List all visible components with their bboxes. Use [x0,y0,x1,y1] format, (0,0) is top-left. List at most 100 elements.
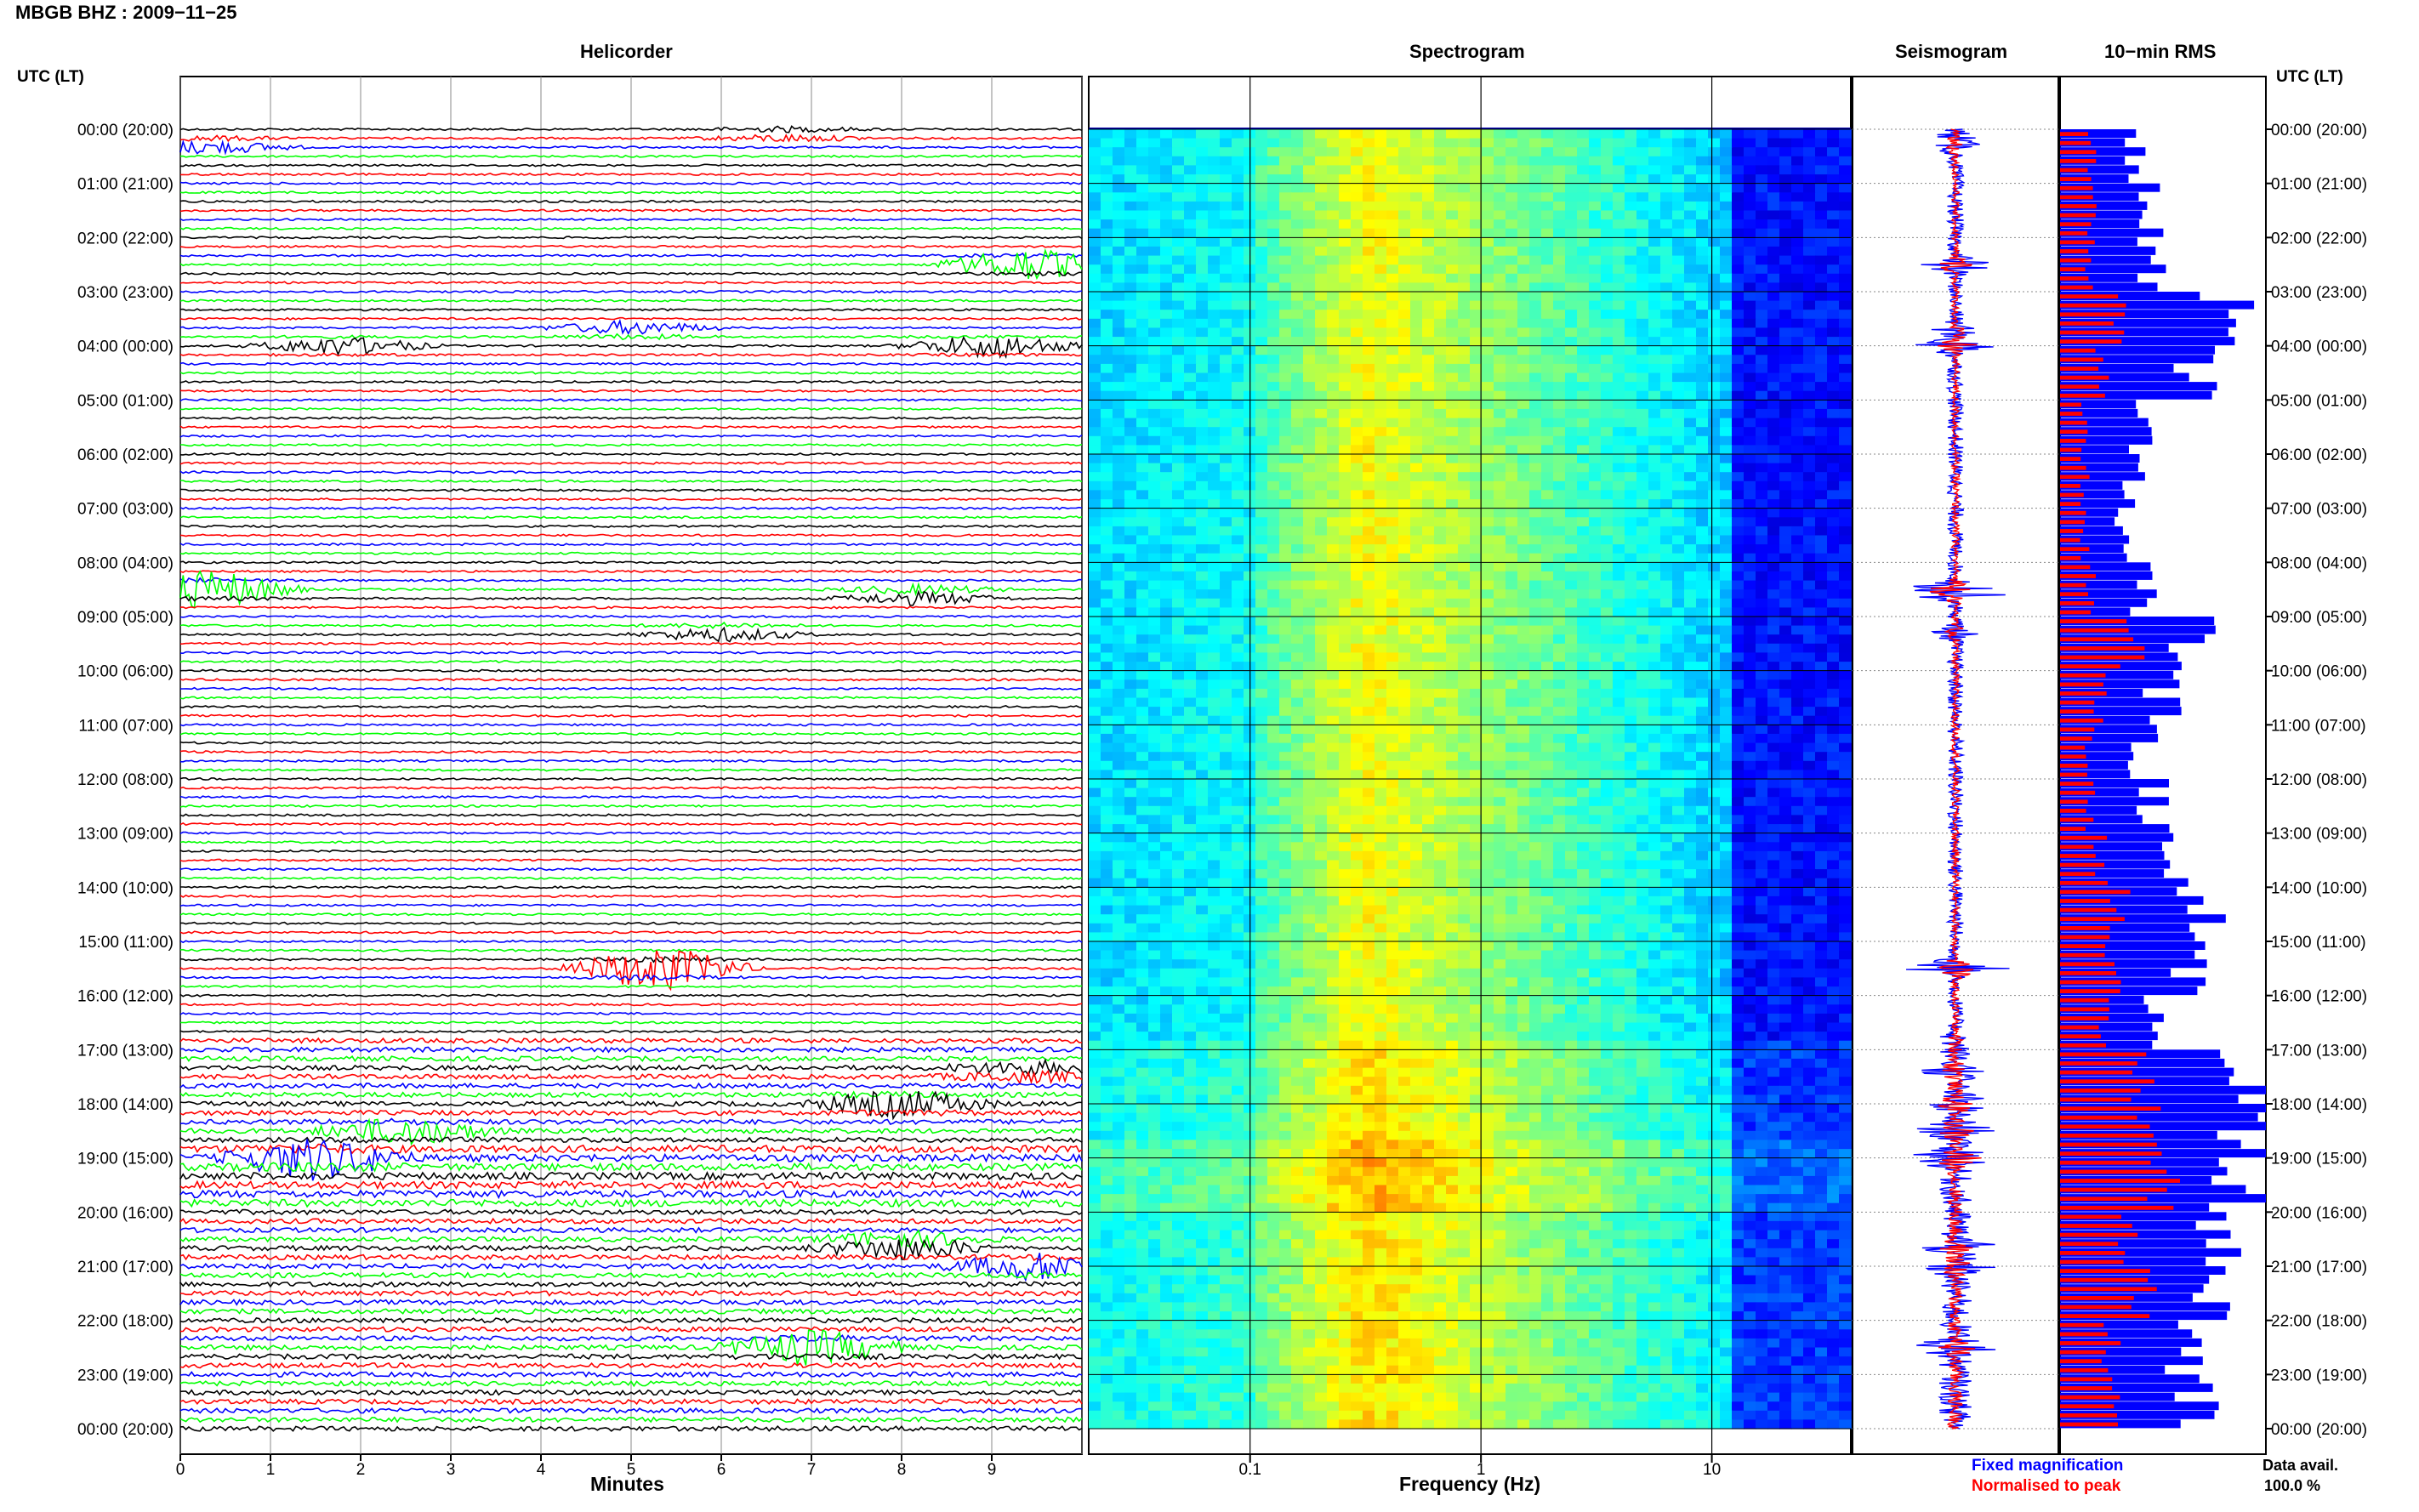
spectrogram-cell [1529,517,1542,527]
spectrogram-cell [1113,535,1125,545]
spectrogram-cell [1565,219,1578,230]
spectrogram-cell [1839,310,1852,320]
spectrogram-cell [1756,752,1768,762]
spectrogram-cell [1779,327,1792,338]
spectrogram-cell [1482,662,1494,672]
spectrogram-cell [1767,499,1780,509]
spectrogram-cell [1660,598,1673,608]
spectrogram-cell [1089,228,1101,238]
spectrogram-cell [1291,427,1304,437]
spectrogram-cell [1327,472,1340,482]
spectrogram-cell [1136,517,1149,527]
spectrogram-cell [1517,418,1530,428]
spectrogram-cell [1351,435,1363,446]
spectrogram-cell [1720,589,1733,600]
spectrogram-cell [1446,255,1459,265]
spectrogram-cell [1660,292,1673,302]
spectrogram-cell [1684,526,1697,537]
spectrogram-cell [1232,652,1244,662]
spectrogram-cell [1779,129,1792,139]
spectrogram-cell [1124,598,1137,608]
spectrogram-cell [1232,499,1244,509]
spectrogram-cell [1636,625,1649,635]
spectrogram-cell [1232,372,1244,383]
spectrogram-cell [1565,598,1578,608]
spectrogram-cell [1232,363,1244,374]
spectrogram-cell [1267,292,1280,302]
spectrogram-cell [1553,526,1566,537]
spectrogram-cell [1553,562,1566,572]
spectrogram-cell [1803,490,1816,500]
spectrogram-cell [1172,472,1185,482]
spectrogram-cell [1375,508,1387,518]
spectrogram-cell [1315,662,1328,672]
spectrogram-cell [1172,282,1185,293]
spectrogram-cell [1553,733,1566,744]
spectrogram-cell [1803,292,1816,302]
spectrogram-cell [1267,562,1280,572]
spectrogram-cell [1720,526,1733,537]
spectrogram-cell [1708,617,1721,627]
spectrogram-cell [1767,192,1780,202]
spectrogram-cell [1136,174,1149,185]
spectrogram-cell [1577,183,1590,193]
spectrogram-cell [1517,219,1530,230]
spectrogram-cell [1291,174,1304,185]
spectrogram-cell [1375,589,1387,600]
spectrogram-cell [1339,760,1352,770]
hour-tick-label-left: 01:00 (21:00) [77,176,174,194]
spectrogram-cell [1660,752,1673,762]
spectrogram-cell [1672,480,1685,491]
spectrogram-cell [1363,697,1375,708]
spectrogram-cell [1660,580,1673,590]
spectrogram-cell [1351,156,1363,166]
spectrogram-cell [1208,427,1221,437]
spectrogram-cell [1827,589,1840,600]
spectrogram-cell [1458,318,1471,328]
spectrogram-cell [1113,192,1125,202]
spectrogram-cell [1625,292,1637,302]
spectrogram-cell [1446,643,1459,653]
spectrogram-cell [1684,210,1697,220]
spectrogram-cell [1267,688,1280,699]
spectrogram-cell [1625,607,1637,617]
spectrogram-cell [1339,147,1352,157]
spectrogram-cell [1148,327,1161,338]
spectrogram-cell [1255,797,1268,807]
spectrogram-cell [1303,445,1316,455]
spectrogram-cell [1613,779,1625,789]
spectrogram-cell [1577,499,1590,509]
spectrogram-cell [1470,310,1483,320]
spectrogram-cell [1565,210,1578,220]
spectrogram-cell [1410,255,1423,265]
spectrogram-cell [1565,535,1578,545]
spectrogram-cell [1315,300,1328,310]
spectrogram-cell [1089,300,1101,310]
spectrogram-cell [1684,499,1697,509]
spectrogram-cell [1625,327,1637,338]
spectrogram-cell [1660,156,1673,166]
spectrogram-cell [1529,607,1542,617]
spectrogram-cell [1351,589,1363,600]
spectrogram-cell [1220,273,1232,283]
spectrogram-cell [1648,742,1661,753]
spectrogram-cell [1684,138,1697,148]
spectrogram-cell [1613,770,1625,780]
spectrogram-cell [1220,770,1232,780]
spectrogram-cell [1172,246,1185,257]
spectrogram-cell [1410,562,1423,572]
spectrogram-cell [1267,571,1280,582]
spectrogram-cell [1136,337,1149,347]
spectrogram-cell [1339,617,1352,627]
helicorder-trace [179,1416,1083,1424]
spectrogram-cell [1208,282,1221,293]
spectrogram-cell [1601,174,1614,185]
spectrogram-cell [1839,337,1852,347]
spectrogram-cell [1255,508,1268,518]
spectrogram-cell [1577,337,1590,347]
spectrogram-cell [1684,544,1697,554]
spectrogram-cell [1684,372,1697,383]
spectrogram-cell [1220,725,1232,735]
spectrogram-cell [1541,697,1554,708]
spectrogram-cell [1720,463,1733,473]
